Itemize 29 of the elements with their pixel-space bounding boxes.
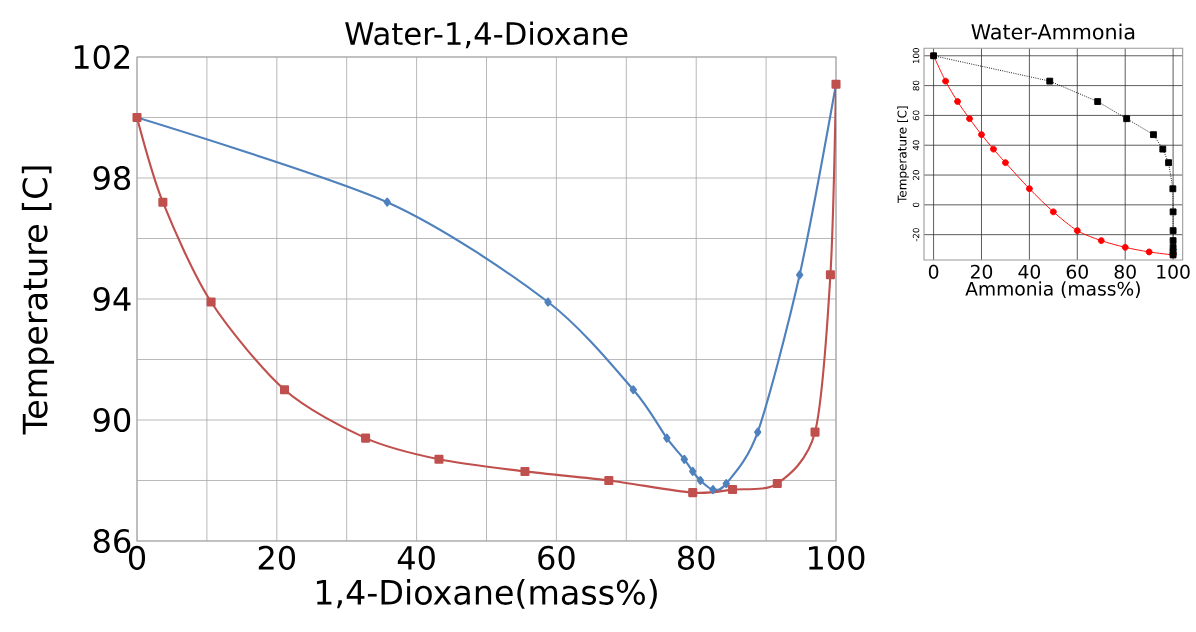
x-axis-title: 1,4-Dioxane(mass%) [316,579,657,609]
x-tick-label: 60 [538,545,575,570]
x-tick-label: 0 [928,264,939,279]
x-tick-label: 40 [397,545,435,570]
x-tick-label: 100 [808,545,865,570]
y-tick-label: 80 [912,80,920,91]
y-tick-label: -20 [912,228,920,242]
y-axis-title: Temperature [C] [897,106,909,203]
y-tick-label: 98 [93,165,131,191]
y-tick-label: 86 [93,528,131,554]
y-tick-label: 102 [74,44,130,70]
x-tick-label: 40 [1018,264,1041,279]
x-tick-label: 60 [1066,264,1088,279]
y-axis-title: Temperature [C] [21,166,55,435]
y-tick-label: 100 [912,48,920,64]
y-tick-label: 0 [912,202,920,208]
y-tick-label: 20 [912,170,920,180]
chart-title: Water-Ammonia [971,23,1135,40]
y-tick-label: 90 [93,407,131,433]
x-axis-title: Ammonia (mass%) [965,281,1140,298]
x-tick-label: 100 [1157,264,1190,279]
chart-title: Water-1,4-Dioxane [345,21,628,49]
y-tick-label: 60 [912,110,920,121]
y-tick-label: 94 [93,286,131,312]
y-tick-label: 40 [912,140,920,151]
x-tick-label: 80 [678,545,715,570]
x-tick-label: 80 [1114,264,1136,279]
x-tick-label: 20 [258,545,296,570]
x-tick-label: 20 [970,264,993,279]
